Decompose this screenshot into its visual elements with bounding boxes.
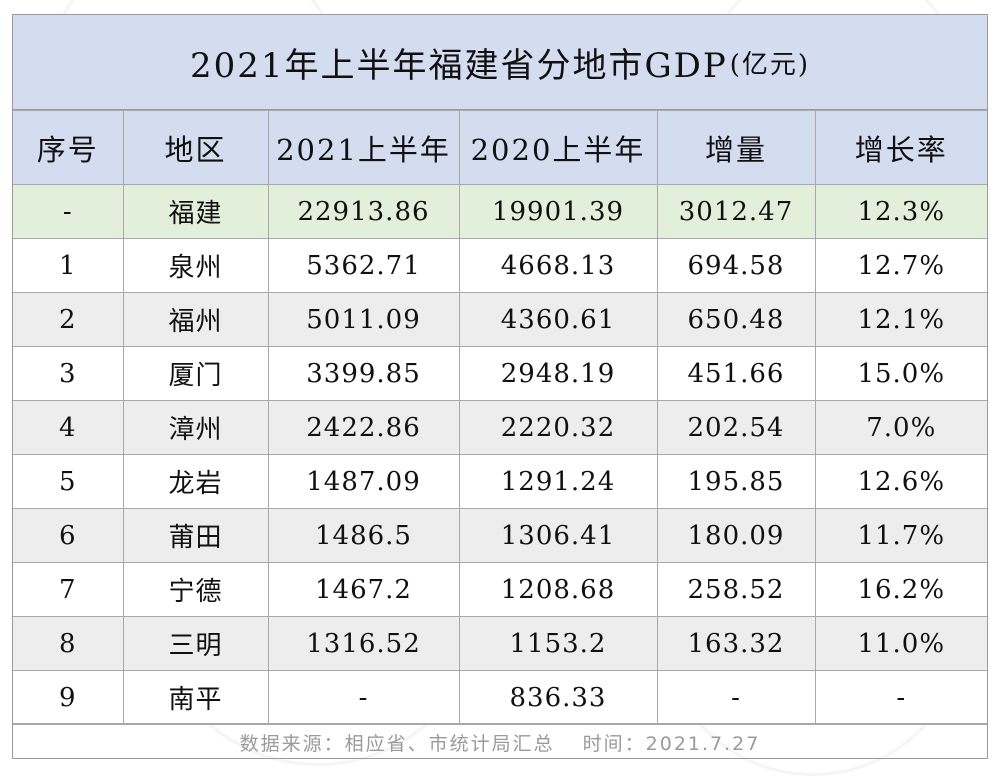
- cell-2020-h1: 1208.68: [458, 562, 658, 617]
- cell-increment: -: [656, 670, 816, 725]
- cell-2021-h1: 3399.85: [267, 346, 460, 401]
- cell-2020-h1: 19901.39: [458, 184, 658, 239]
- table-title-main: 2021年上半年福建省分地市GDP: [189, 45, 728, 86]
- table-row: 6 莆田 1486.5 1306.41 180.09 11.7%: [13, 508, 987, 563]
- cell-region: 南平: [122, 670, 269, 725]
- gdp-table: 序号 地区 2021上半年 2020上半年 增量 增长率 - 福建 22913.…: [13, 110, 987, 725]
- table-row: 7 宁德 1467.2 1208.68 258.52 16.2%: [13, 562, 987, 617]
- table-title: 2021年上半年福建省分地市GDP (亿元): [13, 15, 987, 110]
- table-row: 3 厦门 3399.85 2948.19 451.66 15.0%: [13, 346, 987, 401]
- cell-index: -: [13, 184, 124, 239]
- header-2020-h1: 2020上半年: [458, 110, 658, 185]
- cell-index: 3: [13, 346, 124, 401]
- cell-2020-h1: 1291.24: [458, 454, 658, 509]
- cell-2021-h1: 5362.71: [267, 238, 460, 293]
- table-row: 8 三明 1316.52 1153.2 163.32 11.0%: [13, 616, 987, 671]
- cell-index: 9: [13, 670, 124, 725]
- cell-growth-rate: 7.0%: [814, 400, 987, 455]
- cell-growth-rate: 12.7%: [814, 238, 987, 293]
- cell-growth-rate: 15.0%: [814, 346, 987, 401]
- cell-index: 5: [13, 454, 124, 509]
- cell-growth-rate: 12.6%: [814, 454, 987, 509]
- cell-increment: 451.66: [656, 346, 816, 401]
- cell-increment: 195.85: [656, 454, 816, 509]
- cell-increment: 180.09: [656, 508, 816, 563]
- cell-region: 漳州: [122, 400, 269, 455]
- cell-growth-rate: 16.2%: [814, 562, 987, 617]
- cell-index: 8: [13, 616, 124, 671]
- footer-time: 时间：2021.7.27: [582, 732, 761, 755]
- cell-growth-rate: 11.7%: [814, 508, 987, 563]
- footer-source: 数据来源：相应省、市统计局汇总: [239, 732, 555, 755]
- table-row: 5 龙岩 1487.09 1291.24 195.85 12.6%: [13, 454, 987, 509]
- header-2021-h1: 2021上半年: [267, 110, 460, 185]
- table-row: 2 福州 5011.09 4360.61 650.48 12.1%: [13, 292, 987, 347]
- cell-2021-h1: 1467.2: [267, 562, 460, 617]
- table-row: 1 泉州 5362.71 4668.13 694.58 12.7%: [13, 238, 987, 293]
- cell-increment: 3012.47: [656, 184, 816, 239]
- cell-2021-h1: 1486.5: [267, 508, 460, 563]
- cell-2020-h1: 836.33: [458, 670, 658, 725]
- cell-increment: 694.58: [656, 238, 816, 293]
- cell-region: 龙岩: [122, 454, 269, 509]
- table-row: 9 南平 - 836.33 - -: [13, 670, 987, 725]
- cell-2021-h1: 2422.86: [267, 400, 460, 455]
- cell-increment: 258.52: [656, 562, 816, 617]
- cell-region: 泉州: [122, 238, 269, 293]
- table-footer: 数据来源：相应省、市统计局汇总 时间：2021.7.27: [13, 723, 987, 760]
- cell-2021-h1: 5011.09: [267, 292, 460, 347]
- cell-region: 三明: [122, 616, 269, 671]
- cell-increment: 163.32: [656, 616, 816, 671]
- cell-region: 福州: [122, 292, 269, 347]
- cell-region: 福建: [122, 184, 269, 239]
- cell-2020-h1: 2948.19: [458, 346, 658, 401]
- cell-growth-rate: 11.0%: [814, 616, 987, 671]
- cell-2020-h1: 1306.41: [458, 508, 658, 563]
- header-index: 序号: [13, 110, 124, 185]
- cell-2020-h1: 2220.32: [458, 400, 658, 455]
- cell-index: 2: [13, 292, 124, 347]
- header-region: 地区: [122, 110, 269, 185]
- cell-growth-rate: -: [814, 670, 987, 725]
- cell-region: 宁德: [122, 562, 269, 617]
- cell-increment: 202.54: [656, 400, 816, 455]
- cell-growth-rate: 12.3%: [814, 184, 987, 239]
- table-header-row: 序号 地区 2021上半年 2020上半年 增量 增长率: [13, 110, 987, 185]
- cell-2021-h1: 22913.86: [267, 184, 460, 239]
- cell-growth-rate: 12.1%: [814, 292, 987, 347]
- cell-increment: 650.48: [656, 292, 816, 347]
- cell-index: 1: [13, 238, 124, 293]
- gdp-table-frame: 2021年上半年福建省分地市GDP (亿元) 序号 地区 2021上半年 202…: [12, 14, 988, 759]
- cell-2020-h1: 4360.61: [458, 292, 658, 347]
- cell-2020-h1: 4668.13: [458, 238, 658, 293]
- cell-index: 4: [13, 400, 124, 455]
- table-row-total: - 福建 22913.86 19901.39 3012.47 12.3%: [13, 184, 987, 239]
- table-title-unit: (亿元): [729, 49, 811, 80]
- cell-index: 6: [13, 508, 124, 563]
- table-row: 4 漳州 2422.86 2220.32 202.54 7.0%: [13, 400, 987, 455]
- cell-region: 厦门: [122, 346, 269, 401]
- cell-2021-h1: -: [267, 670, 460, 725]
- header-increment: 增量: [656, 110, 816, 185]
- cell-2020-h1: 1153.2: [458, 616, 658, 671]
- cell-region: 莆田: [122, 508, 269, 563]
- header-growth-rate: 增长率: [814, 110, 987, 185]
- cell-index: 7: [13, 562, 124, 617]
- cell-2021-h1: 1487.09: [267, 454, 460, 509]
- cell-2021-h1: 1316.52: [267, 616, 460, 671]
